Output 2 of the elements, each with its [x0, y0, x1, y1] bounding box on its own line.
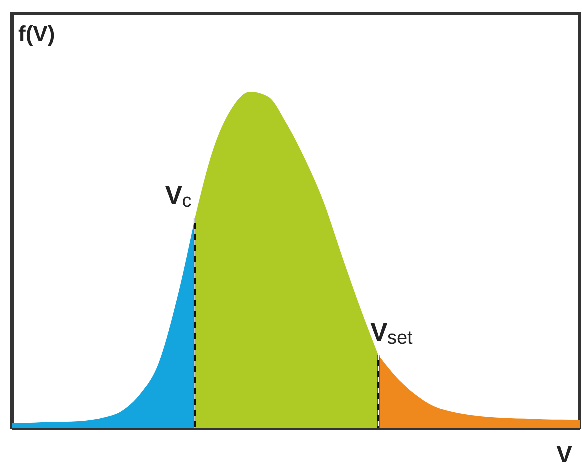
- y-axis-title: f(V): [18, 22, 56, 46]
- x-axis-title: V: [556, 442, 572, 466]
